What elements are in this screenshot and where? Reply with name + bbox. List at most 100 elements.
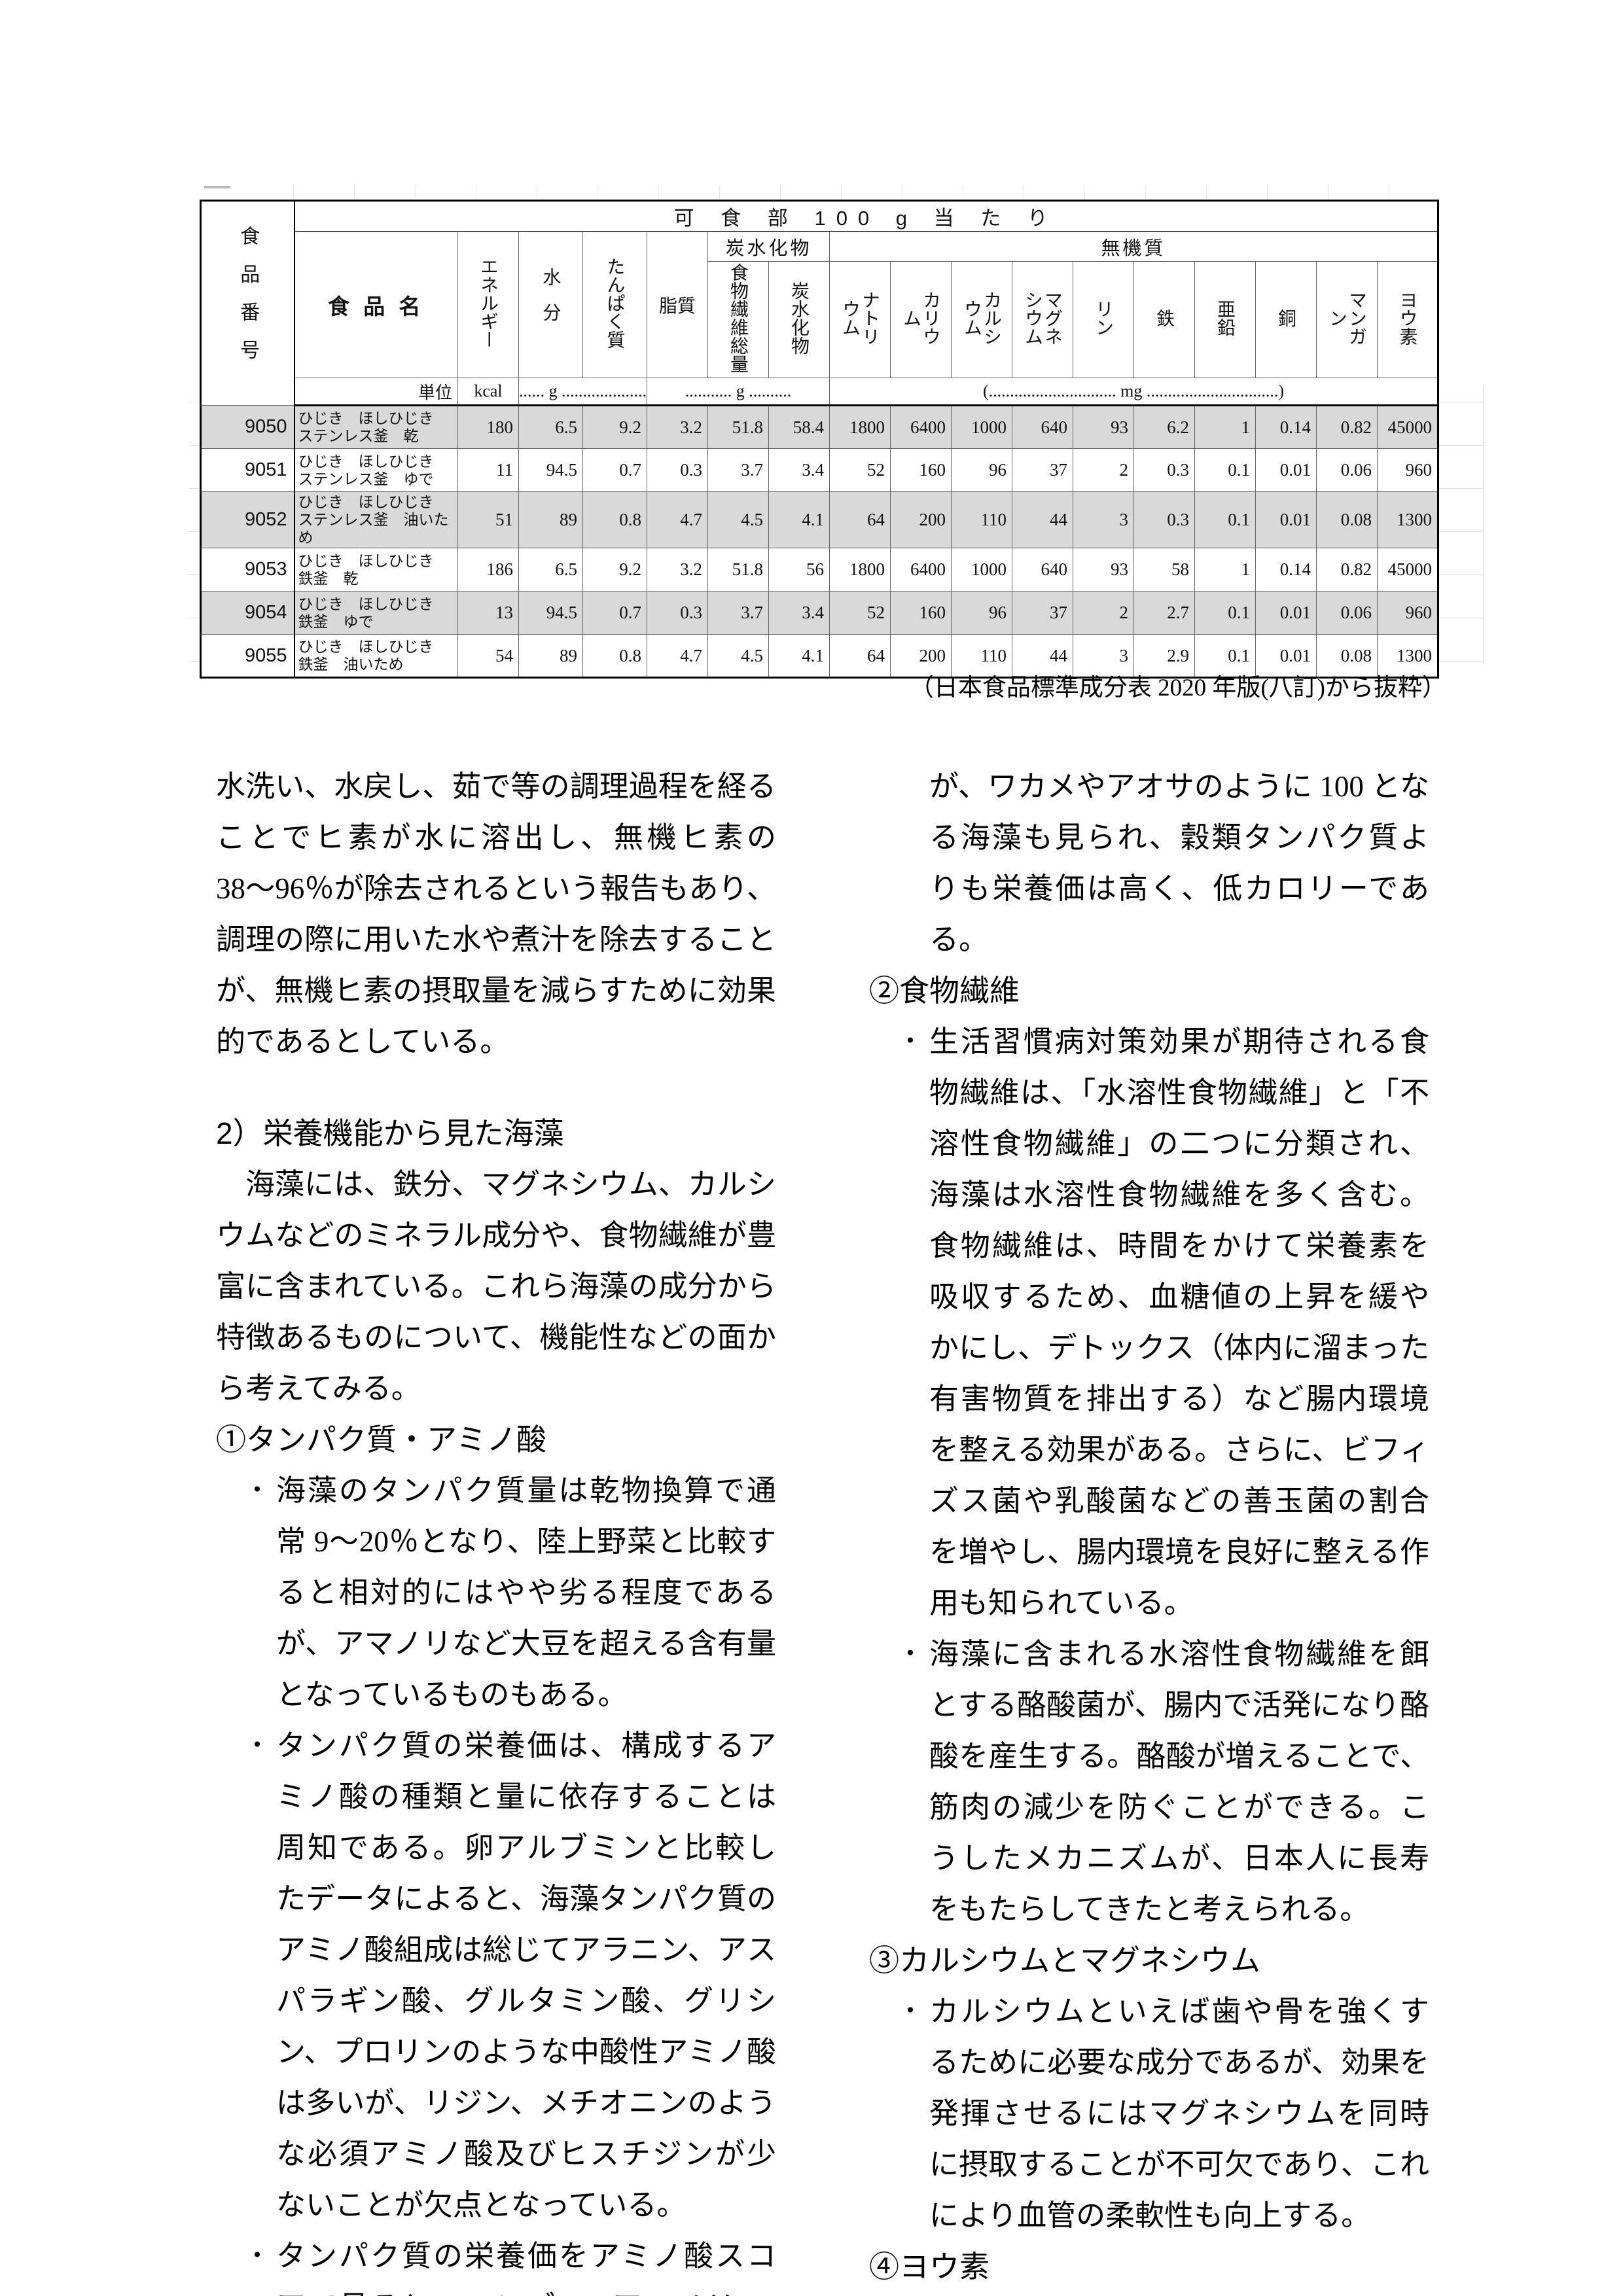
- value-cell: 94.5: [518, 591, 583, 635]
- bullet-marker: ・: [898, 2292, 923, 2296]
- value-cell: 94.5: [518, 448, 583, 492]
- table-row: 9055 ひじき ほしひじき 鉄釜 油いため 54 89 0.8 4.7 4.5 4.1 64 2…: [200, 634, 1438, 678]
- edible-part-header: 可 食 部 100 g 当 た り: [294, 200, 1438, 232]
- bullet-list: ・ 海藻のタンパク質量は乾物換算で通常 9〜20％となり、陸上野菜と比較すると相…: [216, 1465, 776, 2296]
- value-cell: 0.1: [1194, 634, 1256, 678]
- unit-g-span1: ...... g ....................: [518, 378, 647, 406]
- value-cell: 0.1: [1194, 448, 1256, 492]
- paragraph: 水洗い、水戻し、茹で等の調理過程を経ることでヒ素が水に溶出し、無機ヒ素の 38〜…: [216, 770, 776, 1058]
- food-number-cell: 9051: [200, 448, 295, 492]
- value-cell: 160: [890, 591, 952, 635]
- list-item-text: 海藻のタンパク質量は乾物換算で通常 9〜20％となり、陸上野菜と比較すると相対的…: [276, 1474, 776, 1711]
- value-cell: 4.7: [647, 634, 708, 678]
- value-cell: 1300: [1377, 634, 1438, 678]
- list-item-text: タンパク質の栄養価は、構成するアミノ酸の種類と量に依存することは周知である。卵ア…: [276, 1729, 776, 2221]
- col-header-carb: 炭水化物: [768, 261, 830, 378]
- value-cell: 3.4: [768, 448, 830, 492]
- col-header-iron: 鉄: [1133, 261, 1195, 378]
- value-cell: 11: [457, 448, 519, 492]
- value-cell: 3.4: [768, 591, 830, 635]
- value-cell: 6.5: [518, 405, 583, 449]
- gridline-artifact: [1483, 386, 1484, 663]
- value-cell: 186: [457, 548, 519, 592]
- unit-g-span2: ........... g ..........: [647, 378, 830, 406]
- value-cell: 0.3: [1133, 448, 1195, 492]
- list-item: ・ カルシウムといえば歯や骨を強くするために必要な成分であるが、効果を発揮させる…: [869, 1986, 1429, 2241]
- unit-row-label: 単位: [294, 378, 458, 406]
- value-cell: 3.7: [707, 448, 769, 492]
- table-row: 9051 ひじき ほしひじき ステンレス釜 ゆで 11 94.5 0.7 0.3 3.7 3.…: [200, 448, 1438, 492]
- value-cell: 640: [1012, 548, 1073, 592]
- gridline-artifact: [188, 402, 199, 663]
- value-cell: 6.2: [1133, 405, 1195, 449]
- value-cell: 0.3: [1133, 491, 1195, 548]
- value-cell: 1800: [829, 548, 891, 592]
- bullet-marker: ・: [245, 1477, 270, 1504]
- value-cell: 37: [1012, 448, 1073, 492]
- value-cell: 4.1: [768, 491, 830, 548]
- col-header-copper: 銅: [1255, 261, 1317, 378]
- col-header-energy: エネルギー: [457, 231, 519, 378]
- col-header-protein: たんぱく質: [582, 231, 647, 378]
- food-name-cell: ひじき ほしひじき 鉄釜 油いため: [294, 634, 458, 678]
- food-number-header: 食品番号: [200, 200, 295, 406]
- value-cell: 89: [518, 634, 583, 678]
- table-row: 9050 ひじき ほしひじき ステンレス釜 乾 180 6.5 9.2 3.2 51.8 58…: [200, 405, 1438, 449]
- bullet-marker: ・: [245, 1732, 270, 1759]
- value-cell: 9.2: [582, 548, 647, 592]
- value-cell: 110: [951, 634, 1012, 678]
- list-item-text: タンパク質の栄養価をアミノ酸スコアで見ると、コンブ 82, アマノリ 85 とな…: [276, 2240, 776, 2296]
- value-cell: 89: [518, 491, 583, 548]
- bullet-list: ・ ヨウ素は、甲状腺ホルモンを生成する働きがあり、甲状腺ホルモンは、新陳代謝: [869, 2292, 1429, 2296]
- table-row: 9054 ひじき ほしひじき 鉄釜 ゆで 13 94.5 0.7 0.3 3.7 3.4 52 1…: [200, 591, 1438, 635]
- value-cell: 0.01: [1255, 448, 1317, 492]
- table-row: 9052 ひじき ほしひじき ステンレス釜 油いため 51 89 0.8 4.7 4.5 4.…: [200, 491, 1438, 548]
- value-cell: 96: [951, 591, 1012, 635]
- list-item: ・ 生活習慣病対策効果が期待される食物繊維は、「水溶性食物繊維」と「不溶性食物繊…: [869, 1016, 1429, 1629]
- value-cell: 2.9: [1133, 634, 1195, 678]
- value-cell: 0.06: [1316, 448, 1378, 492]
- group-header-mineral: 無機質: [829, 231, 1438, 262]
- col-header-calcium: カルシウム: [951, 261, 1012, 378]
- value-cell: 4.1: [768, 634, 830, 678]
- value-cell: 0.8: [582, 491, 647, 548]
- value-cell: 960: [1377, 448, 1438, 492]
- value-cell: 3.2: [647, 405, 708, 449]
- paragraph-continuation: が、ワカメやアオサのように 100 となる海藻も見られ、穀類タンパク質よりも栄養…: [929, 770, 1429, 956]
- value-cell: 0.08: [1316, 634, 1378, 678]
- sub-heading: ②食物繊維: [869, 974, 1020, 1008]
- value-cell: 180: [457, 405, 519, 449]
- list-item: ・ 海藻に含まれる水溶性食物繊維を餌とする酪酸菌が、腸内で活発になり酪酸を産生す…: [869, 1629, 1429, 1935]
- sub-heading: ④ヨウ素: [869, 2250, 990, 2284]
- list-item-text: カルシウムといえば歯や骨を強くするために必要な成分であるが、効果を発揮させるには…: [929, 1995, 1429, 2232]
- value-cell: 160: [890, 448, 952, 492]
- value-cell: 93: [1073, 548, 1134, 592]
- food-number-cell: 9055: [200, 634, 295, 678]
- value-cell: 0.7: [582, 591, 647, 635]
- gridline-artifact: [204, 186, 230, 188]
- section-heading: 2）栄養機能から見た海藻: [216, 1116, 564, 1150]
- value-cell: 6400: [890, 405, 952, 449]
- text-column-left: 水洗い、水戻し、茹で等の調理過程を経ることでヒ素が水に溶出し、無機ヒ素の 38〜…: [216, 761, 776, 2296]
- list-item: ・ ヨウ素は、甲状腺ホルモンを生成する働きがあり、甲状腺ホルモンは、新陳代謝: [869, 2292, 1429, 2296]
- group-header-carbohydrate: 炭水化物: [707, 231, 830, 262]
- col-header-manganese: マンガン: [1316, 261, 1378, 378]
- food-number-header-label: 食品番号: [237, 226, 259, 378]
- value-cell: 1800: [829, 405, 891, 449]
- paragraph: 海藻には、鉄分、マグネシウム、カルシウムなどのミネラル成分や、食物繊維が豊富に含…: [216, 1168, 776, 1405]
- value-cell: 0.3: [647, 448, 708, 492]
- food-name-cell: ひじき ほしひじき ステンレス釜 乾: [294, 405, 458, 449]
- value-cell: 51: [457, 491, 519, 548]
- value-cell: 51.8: [707, 405, 769, 449]
- col-header-potassium: カリウム: [890, 261, 952, 378]
- bullet-marker: ・: [898, 1028, 923, 1055]
- bullet-list: ・ 生活習慣病対策効果が期待される食物繊維は、「水溶性食物繊維」と「不溶性食物繊…: [869, 1016, 1429, 1935]
- value-cell: 0.1: [1194, 591, 1256, 635]
- value-cell: 44: [1012, 634, 1073, 678]
- list-item: ・ 海藻のタンパク質量は乾物換算で通常 9〜20％となり、陸上野菜と比較すると相…: [216, 1465, 776, 1720]
- value-cell: 2: [1073, 591, 1134, 635]
- value-cell: 200: [890, 634, 952, 678]
- value-cell: 54: [457, 634, 519, 678]
- list-item-text: 生活習慣病対策効果が期待される食物繊維は、「水溶性食物繊維」と「不溶性食物繊維」…: [929, 1025, 1429, 1619]
